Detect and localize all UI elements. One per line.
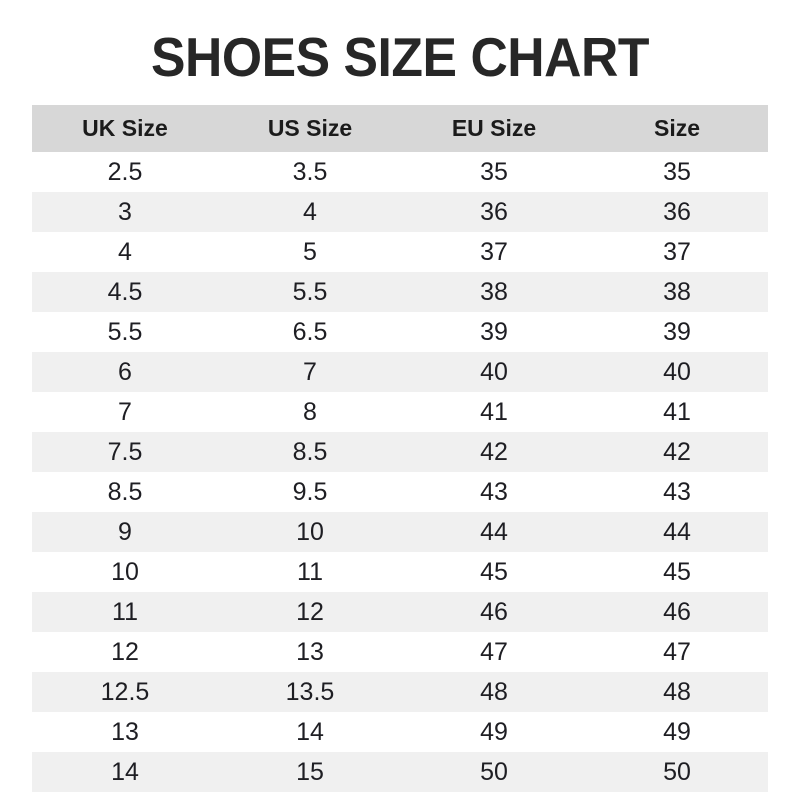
table-cell: 39 xyxy=(586,312,768,352)
table-cell: 47 xyxy=(586,632,768,672)
column-header-eu-size: EU Size xyxy=(402,105,586,152)
table-row: 13 14 49 49 xyxy=(32,712,768,752)
table-cell: 44 xyxy=(586,512,768,552)
table-cell: 44 xyxy=(402,512,586,552)
table-cell: 3.5 xyxy=(218,152,402,192)
table-row: 6 7 40 40 xyxy=(32,352,768,392)
table-row: 5.5 6.5 39 39 xyxy=(32,312,768,352)
table-cell: 36 xyxy=(586,192,768,232)
table-cell: 7 xyxy=(218,352,402,392)
table-cell: 13 xyxy=(32,712,218,752)
table-cell: 14 xyxy=(218,712,402,752)
table-cell: 13.5 xyxy=(218,672,402,712)
table-row: 4 5 37 37 xyxy=(32,232,768,272)
column-header-size: Size xyxy=(586,105,768,152)
table-row: 7.5 8.5 42 42 xyxy=(32,432,768,472)
table-cell: 50 xyxy=(402,752,586,792)
table-cell: 42 xyxy=(586,432,768,472)
table-body: 2.5 3.5 35 35 3 4 36 36 4 5 37 37 4.5 5.5 38 38 5.5 6.5 39… xyxy=(32,152,768,792)
table-cell: 7 xyxy=(32,392,218,432)
table-cell: 47 xyxy=(402,632,586,672)
table-cell: 49 xyxy=(402,712,586,752)
table-row: 3 4 36 36 xyxy=(32,192,768,232)
table-cell: 7.5 xyxy=(32,432,218,472)
table-row: 4.5 5.5 38 38 xyxy=(32,272,768,312)
table-cell: 9.5 xyxy=(218,472,402,512)
table-row: 8.5 9.5 43 43 xyxy=(32,472,768,512)
table-cell: 4.5 xyxy=(32,272,218,312)
table-cell: 12 xyxy=(32,632,218,672)
column-header-us-size: US Size xyxy=(218,105,402,152)
table-cell: 9 xyxy=(32,512,218,552)
table-cell: 40 xyxy=(586,352,768,392)
table-cell: 38 xyxy=(402,272,586,312)
table-row: 9 10 44 44 xyxy=(32,512,768,552)
table-cell: 3 xyxy=(32,192,218,232)
table-cell: 10 xyxy=(218,512,402,552)
table-row: 10 11 45 45 xyxy=(32,552,768,592)
table-header-row: UK Size US Size EU Size Size xyxy=(32,105,768,152)
table-cell: 12 xyxy=(218,592,402,632)
table-cell: 5.5 xyxy=(32,312,218,352)
table-cell: 8.5 xyxy=(218,432,402,472)
table-header: UK Size US Size EU Size Size xyxy=(32,105,768,152)
table-cell: 5 xyxy=(218,232,402,272)
table-cell: 40 xyxy=(402,352,586,392)
table-cell: 4 xyxy=(32,232,218,272)
table-cell: 36 xyxy=(402,192,586,232)
page-title: SHOES SIZE CHART xyxy=(150,26,650,88)
table-cell: 45 xyxy=(586,552,768,592)
table-cell: 41 xyxy=(402,392,586,432)
table-cell: 49 xyxy=(586,712,768,752)
table-cell: 8 xyxy=(218,392,402,432)
column-header-uk-size: UK Size xyxy=(32,105,218,152)
table-row: 12.5 13.5 48 48 xyxy=(32,672,768,712)
table-cell: 37 xyxy=(586,232,768,272)
table-cell: 42 xyxy=(402,432,586,472)
table-cell: 38 xyxy=(586,272,768,312)
table-row: 7 8 41 41 xyxy=(32,392,768,432)
table-cell: 2.5 xyxy=(32,152,218,192)
table-cell: 48 xyxy=(586,672,768,712)
table-row: 2.5 3.5 35 35 xyxy=(32,152,768,192)
table-cell: 46 xyxy=(586,592,768,632)
table-cell: 11 xyxy=(32,592,218,632)
table-cell: 48 xyxy=(402,672,586,712)
table-cell: 13 xyxy=(218,632,402,672)
table-cell: 4 xyxy=(218,192,402,232)
table-cell: 50 xyxy=(586,752,768,792)
table-cell: 46 xyxy=(402,592,586,632)
table-cell: 37 xyxy=(402,232,586,272)
table-cell: 39 xyxy=(402,312,586,352)
table-cell: 5.5 xyxy=(218,272,402,312)
table-cell: 43 xyxy=(586,472,768,512)
table-cell: 6.5 xyxy=(218,312,402,352)
table-cell: 43 xyxy=(402,472,586,512)
table-cell: 15 xyxy=(218,752,402,792)
table-cell: 6 xyxy=(32,352,218,392)
shoe-size-table: UK Size US Size EU Size Size 2.5 3.5 35 35 3… xyxy=(32,105,768,792)
table-cell: 35 xyxy=(402,152,586,192)
table-row: 11 12 46 46 xyxy=(32,592,768,632)
table-cell: 12.5 xyxy=(32,672,218,712)
table-row: 14 15 50 50 xyxy=(32,752,768,792)
table-cell: 41 xyxy=(586,392,768,432)
table-cell: 45 xyxy=(402,552,586,592)
table-row: 12 13 47 47 xyxy=(32,632,768,672)
table-cell: 14 xyxy=(32,752,218,792)
table-cell: 8.5 xyxy=(32,472,218,512)
table-cell: 35 xyxy=(586,152,768,192)
table-cell: 10 xyxy=(32,552,218,592)
table-cell: 11 xyxy=(218,552,402,592)
